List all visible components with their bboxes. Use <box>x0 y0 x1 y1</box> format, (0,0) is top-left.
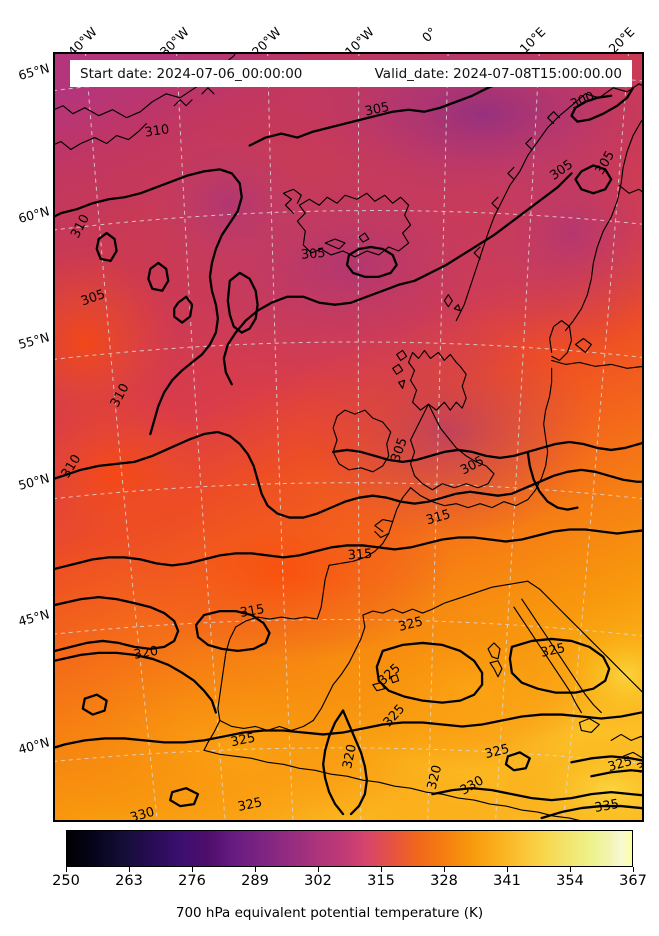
colorbar-tick <box>255 867 257 872</box>
svg-text:320: 320 <box>425 764 445 792</box>
colorbar-tick-label: 276 <box>178 873 206 889</box>
colorbar-tick-label: 250 <box>52 873 80 889</box>
svg-text:305: 305 <box>300 246 326 263</box>
lat-tick-label: 50°N <box>16 470 51 493</box>
colorbar-caption: 700 hPa equivalent potential temperature… <box>175 905 484 921</box>
colorbar-tick <box>318 867 320 872</box>
svg-text:315: 315 <box>239 602 266 621</box>
svg-text:330: 330 <box>128 805 156 820</box>
colorbar-tick <box>381 867 383 872</box>
lat-tick-label: 55°N <box>16 329 51 352</box>
svg-text:325: 325 <box>606 754 634 775</box>
colorbar-tick <box>129 867 131 872</box>
svg-text:325: 325 <box>230 730 257 750</box>
colorbar-tick <box>633 867 635 872</box>
colorbar-tick-label: 315 <box>367 873 395 889</box>
colorbar-tick-label: 328 <box>430 873 458 889</box>
colorbar-tick <box>570 867 572 872</box>
colorbar-tick <box>66 867 68 872</box>
svg-text:325: 325 <box>539 641 566 661</box>
svg-text:320: 320 <box>340 743 360 770</box>
colorbar-tick <box>507 867 509 872</box>
colorbar-tick-label: 263 <box>115 873 143 889</box>
valid-date-label: Valid_date: 2024-07-08T15:00:00.00 <box>374 65 622 82</box>
svg-text:335: 335 <box>593 797 620 816</box>
colorbar-tick-label: 354 <box>556 873 584 889</box>
svg-text:330: 330 <box>635 754 642 777</box>
svg-text:325: 325 <box>397 614 425 635</box>
svg-text:305: 305 <box>364 100 391 120</box>
lat-tick-label: 65°N <box>16 60 51 83</box>
lon-tick-label: 0° <box>418 24 440 45</box>
svg-text:315: 315 <box>347 547 373 564</box>
lat-tick-label: 60°N <box>16 203 51 226</box>
contour-lines <box>55 62 642 820</box>
colorbar-gradient <box>66 830 633 867</box>
lat-tick-label: 45°N <box>16 606 51 629</box>
map-plot-area[interactable]: 300 305 310 305 305 305 305 310 310 310 … <box>53 52 644 822</box>
start-date-label: Start date: 2024-07-06_00:00:00 <box>80 65 303 82</box>
colorbar-tick <box>192 867 194 872</box>
colorbar-tick-label: 302 <box>304 873 332 889</box>
colorbar[interactable]: 250 263 276 289 302 315 328 341 354 367 <box>52 830 647 889</box>
title-bar: Start date: 2024-07-06_00:00:00 Valid_da… <box>70 60 632 87</box>
svg-text:325: 325 <box>483 742 511 763</box>
colorbar-tick-label: 289 <box>241 873 269 889</box>
colorbar-ticks <box>66 867 635 873</box>
colorbar-tick-label: 367 <box>619 873 647 889</box>
svg-text:325: 325 <box>236 795 263 815</box>
svg-text:310: 310 <box>144 122 170 140</box>
lat-tick-label: 40°N <box>16 734 51 757</box>
svg-text:315: 315 <box>424 507 452 528</box>
temperature-field: 300 305 310 305 305 305 305 310 310 310 … <box>55 54 642 820</box>
colorbar-tick-label: 341 <box>493 873 521 889</box>
colorbar-tick <box>444 867 446 872</box>
svg-text:320: 320 <box>133 644 160 663</box>
